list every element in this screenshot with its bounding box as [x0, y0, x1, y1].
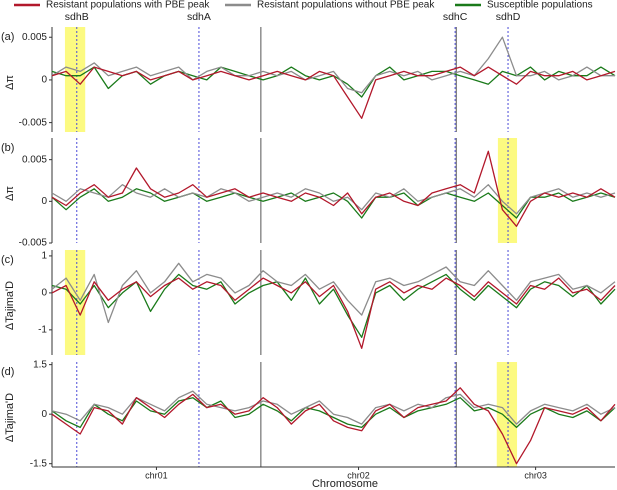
panel-label: (a): [1, 31, 14, 43]
gene-label: sdhD: [496, 11, 521, 23]
series-line: [51, 273, 616, 338]
y-tick-label: -1.5: [30, 458, 48, 469]
legend-label: Resistant populations with PBE peak: [46, 0, 210, 11]
panel-label: (d): [1, 366, 14, 378]
x-axis-label: Chromosome: [312, 478, 378, 490]
highlight: [496, 362, 518, 467]
y-axis-label: ΔTajima'D: [4, 281, 16, 330]
y-tick-label: 0: [41, 409, 47, 420]
gene-label: sdhA: [187, 11, 211, 23]
y-axis-label: Δπ: [4, 75, 16, 90]
y-tick-label: 1: [41, 251, 47, 262]
chromosome-label: chr01: [145, 470, 168, 480]
y-tick-label: 0: [41, 75, 47, 86]
series-line: [51, 387, 616, 465]
y-tick-label: 1.5: [33, 359, 47, 370]
chromosome-label: chr03: [524, 470, 547, 480]
series-line: [51, 188, 616, 219]
y-tick-label: -0.005: [19, 238, 48, 249]
gene-label: sdhC: [443, 11, 468, 23]
series-line: [51, 262, 616, 324]
y-tick-label: -0.005: [19, 117, 48, 128]
y-tick-label: 0.005: [22, 32, 47, 43]
series-line: [51, 277, 616, 349]
panel-label: (b): [1, 142, 14, 154]
gene-label: sdhB: [65, 11, 89, 23]
y-tick-label: 0: [41, 288, 47, 299]
legend-label: Resistant populations without PBE peak: [257, 0, 435, 11]
panel-label: (c): [1, 254, 14, 266]
y-tick-label: -1: [38, 324, 47, 335]
series-line: [51, 150, 616, 227]
y-axis-label: ΔTajima'D: [4, 393, 16, 442]
y-axis-label: Δπ: [4, 186, 16, 201]
y-tick-label: 0: [41, 196, 47, 207]
series-line: [51, 397, 616, 429]
series-line: [51, 390, 616, 425]
series-line: [51, 66, 616, 119]
series-line: [51, 184, 616, 215]
legend-label: Susceptible populations: [487, 0, 593, 11]
y-tick-label: 0.005: [22, 154, 47, 165]
highlight: [497, 138, 518, 243]
series-line: [51, 36, 615, 94]
chromosome-label: chr02: [347, 470, 370, 480]
highlight: [64, 250, 86, 355]
